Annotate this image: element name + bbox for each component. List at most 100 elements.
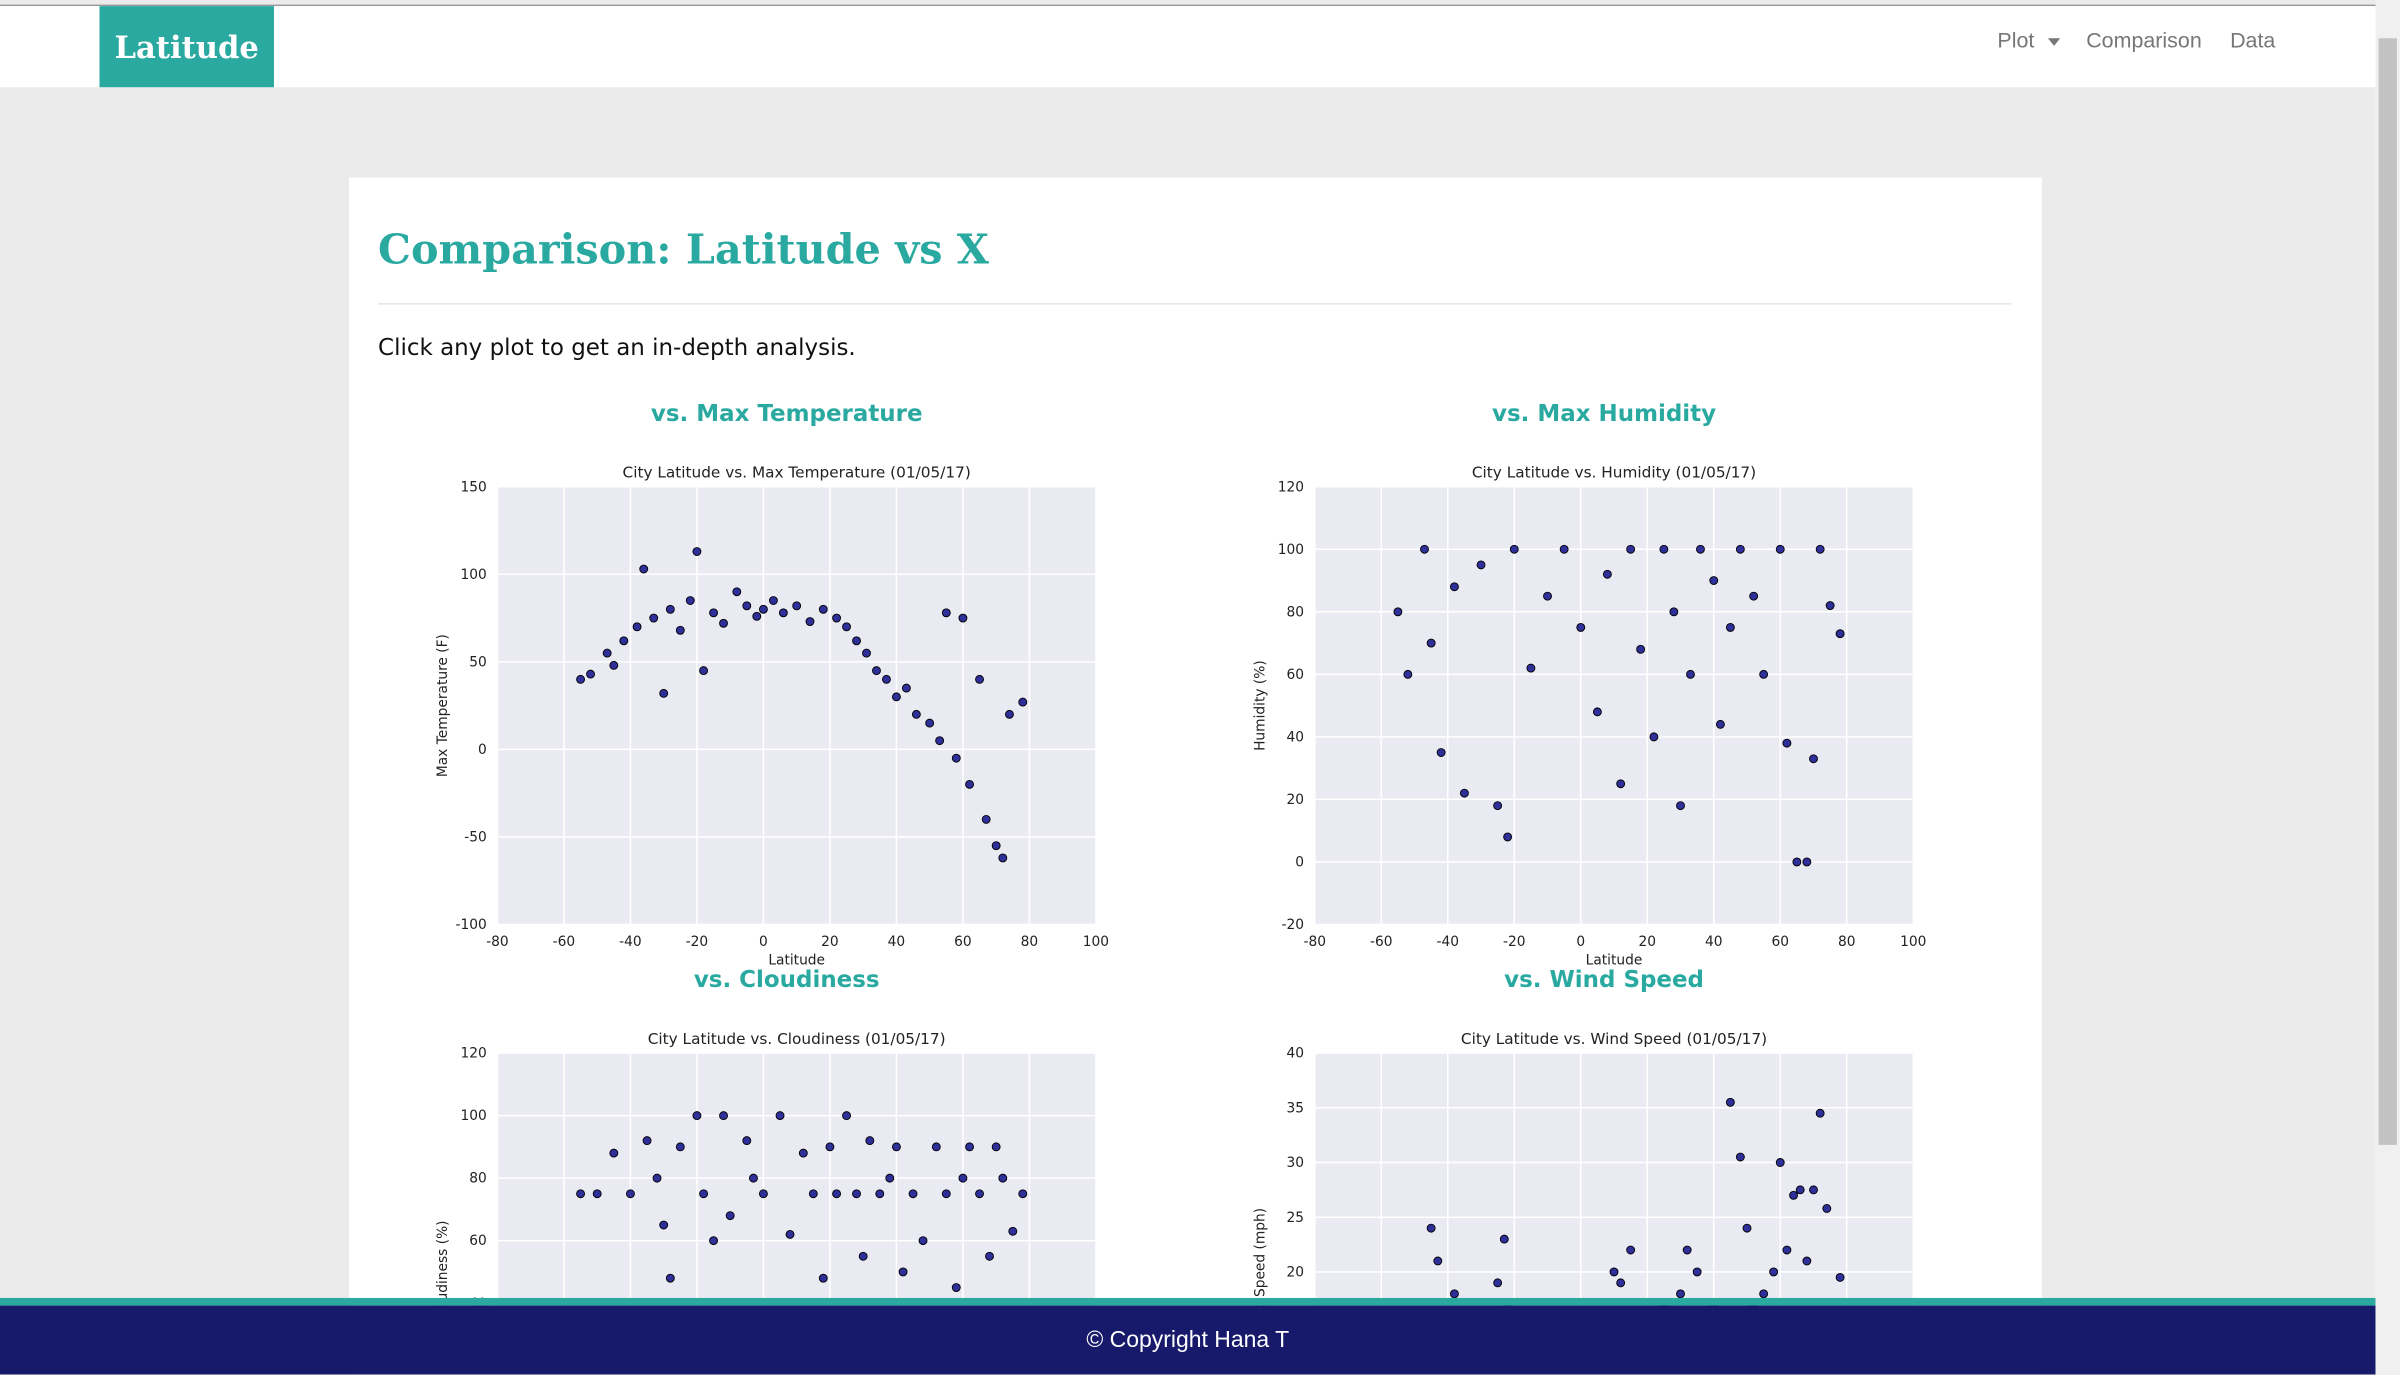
y-axis-label: Humidity (%) (1252, 660, 1268, 751)
point (732, 587, 742, 597)
point (951, 753, 961, 763)
point (785, 1229, 795, 1239)
point (898, 1267, 908, 1277)
point (1715, 719, 1725, 729)
chart-title: City Latitude vs. Wind Speed (01/05/17) (1461, 1030, 1767, 1048)
point (891, 1142, 901, 1152)
point (1403, 669, 1413, 679)
point (891, 692, 901, 702)
x-tick-label: 40 (888, 934, 906, 950)
point (586, 669, 595, 679)
point (665, 1273, 675, 1283)
point (1686, 669, 1695, 679)
y-tick-label: -20 (1282, 917, 1304, 933)
point (1802, 857, 1812, 867)
y-tick-label: 50 (469, 654, 487, 670)
point (1692, 1267, 1702, 1277)
y-tick-label: 80 (1287, 604, 1305, 620)
point (1649, 732, 1659, 742)
y-tick-label: 0 (1295, 855, 1304, 871)
point (1543, 591, 1552, 601)
y-tick-label: 0 (478, 742, 487, 758)
point (692, 1111, 702, 1121)
x-tick-label: -80 (486, 934, 508, 950)
panel-heading: vs. Max Temperature (650, 399, 923, 428)
y-tick-label: 20 (1287, 1265, 1305, 1281)
point (808, 1189, 818, 1199)
scrollbar-thumb[interactable] (2378, 38, 2397, 1145)
x-tick-label: 80 (1838, 934, 1856, 950)
point (1493, 801, 1503, 811)
point (842, 1111, 851, 1121)
point (1592, 707, 1602, 717)
point (619, 636, 629, 646)
point (632, 622, 642, 632)
point (742, 601, 752, 611)
brand[interactable]: Latitude (99, 6, 274, 88)
point (742, 1136, 752, 1146)
point (825, 1142, 835, 1152)
point (1509, 544, 1519, 554)
dropdown-caret[interactable] (2047, 38, 2061, 46)
x-tick-label: -20 (1503, 934, 1525, 950)
y-tick-label: 150 (460, 479, 486, 495)
point (798, 1148, 808, 1158)
point (1725, 622, 1735, 632)
point (725, 1211, 735, 1221)
nav-plot[interactable]: Plot (1997, 27, 2035, 53)
y-axis-label: Max Temperature (F) (435, 634, 451, 777)
point (709, 608, 718, 618)
y-tick-label: 40 (1287, 1046, 1305, 1062)
point (692, 547, 702, 556)
point (998, 853, 1008, 863)
point (649, 613, 659, 623)
x-tick-label: 0 (759, 934, 768, 950)
point (1835, 1272, 1845, 1282)
point (885, 1173, 895, 1183)
point (1759, 1289, 1769, 1299)
point (1449, 582, 1459, 592)
scatter-chart[interactable]: -80 -60 -40 -20 0 20 40 60 80 100 -100 -50 0 50 100 150… (413, 452, 1132, 972)
y-tick-label: 20 (1287, 792, 1305, 808)
point (865, 1136, 875, 1146)
point (965, 1142, 975, 1152)
x-tick-label: -40 (619, 934, 641, 950)
point (1676, 801, 1685, 811)
point (1759, 669, 1769, 679)
nav-comparison[interactable]: Comparison (2086, 27, 2202, 53)
point (998, 1173, 1008, 1183)
y-tick-label: 100 (1278, 542, 1304, 558)
point (602, 648, 612, 658)
x-tick-label: 40 (1705, 934, 1723, 950)
nav-data[interactable]: Data (2230, 27, 2276, 53)
point (778, 608, 788, 618)
point (1018, 697, 1028, 707)
x-tick-label: 100 (1083, 934, 1109, 950)
point (1825, 601, 1835, 610)
navbar (0, 6, 2376, 88)
x-tick-label: -20 (686, 934, 708, 950)
x-tick-label: -40 (1437, 934, 1459, 950)
point (1476, 560, 1486, 570)
scatter-chart[interactable]: -80 -60 -40 -20 0 20 40 60 80 100 -20 0 20 40 60 80 100 1… (1231, 452, 1950, 972)
y-tick-label: 35 (1287, 1100, 1305, 1116)
point (1822, 1204, 1832, 1213)
point (1426, 1223, 1436, 1233)
y-tick-label: 100 (460, 567, 486, 583)
point (1433, 1256, 1443, 1266)
point (1789, 1190, 1798, 1200)
point (941, 608, 951, 618)
point (975, 1189, 984, 1199)
point (862, 648, 871, 658)
point (842, 622, 851, 632)
point (1602, 569, 1612, 579)
point (1609, 1267, 1619, 1277)
y-tick-label: 80 (469, 1171, 487, 1187)
divider (378, 303, 2012, 305)
point (642, 1136, 652, 1146)
point (675, 625, 685, 635)
y-tick-label: 120 (1278, 479, 1304, 495)
point (931, 1142, 941, 1152)
